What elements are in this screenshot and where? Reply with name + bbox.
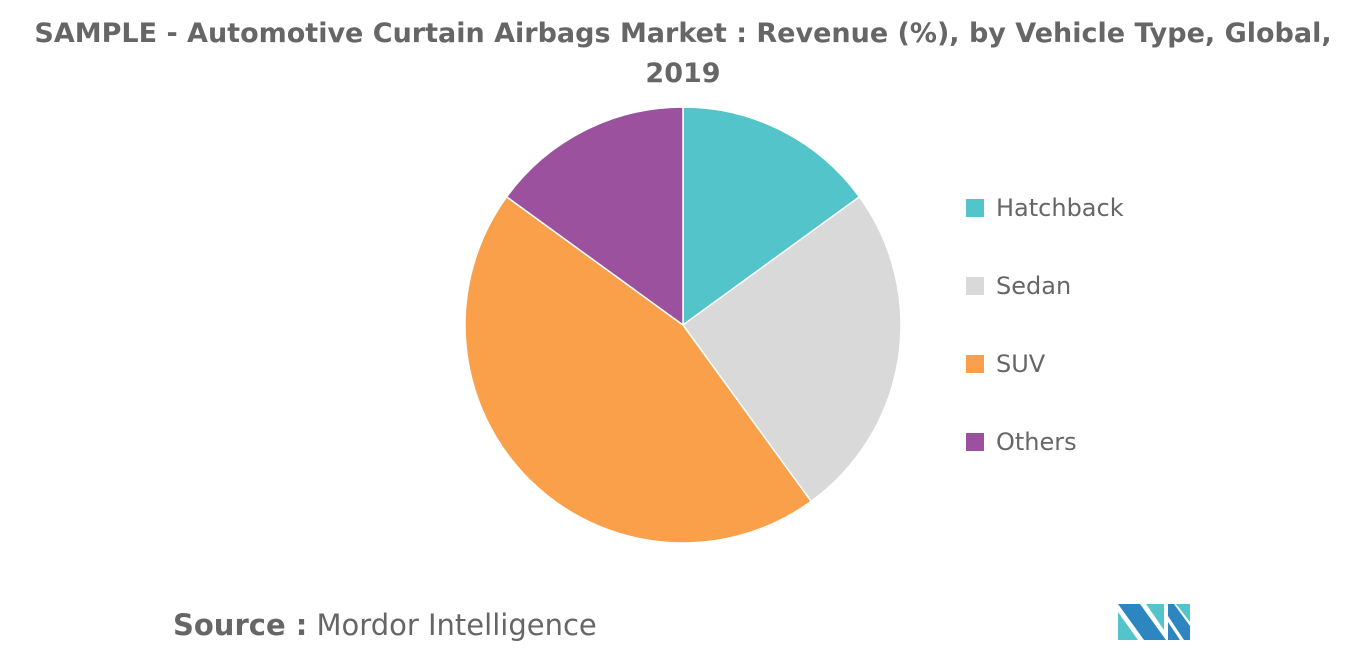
legend-label: SUV (996, 350, 1046, 378)
pie-slice-others (505, 106, 684, 327)
legend-item-others: Others (966, 428, 1077, 456)
legend-swatch (966, 433, 984, 451)
legend-swatch (966, 277, 984, 295)
legend-swatch (966, 355, 984, 373)
legend-swatch (966, 199, 984, 217)
legend-label: Others (996, 428, 1077, 456)
pie-slice-hatchback (682, 106, 861, 327)
mordor-logo (1118, 604, 1190, 640)
pie-slice-sedan (681, 195, 902, 503)
legend-item-suv: SUV (966, 350, 1045, 378)
source-note: Source : Mordor Intelligence (173, 608, 597, 642)
legend-item-hatchback: Hatchback (966, 194, 1124, 222)
source-value: Mordor Intelligence (316, 608, 597, 642)
pie-slice-suv (464, 195, 813, 544)
legend-label: Sedan (996, 272, 1072, 300)
source-label: Source : (173, 608, 308, 642)
legend-label: Hatchback (996, 194, 1124, 222)
chart-title: SAMPLE - Automotive Curtain Airbags Mark… (34, 18, 1332, 89)
legend-item-sedan: Sedan (966, 272, 1071, 300)
